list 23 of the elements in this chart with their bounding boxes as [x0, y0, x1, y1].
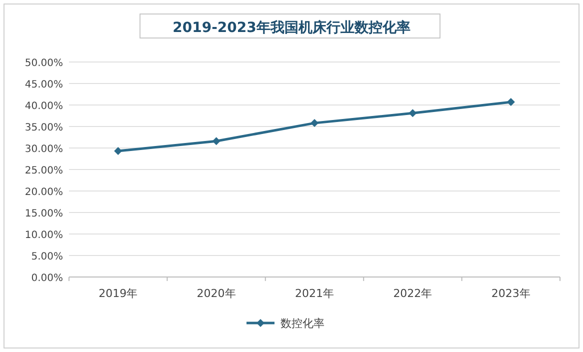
y-tick-label: 45.00% — [24, 80, 63, 90]
point — [310, 119, 318, 128]
x-tick-label: 2019年 — [98, 287, 138, 300]
y-tick-label: 25.00% — [24, 166, 63, 176]
y-tick-label: 40.00% — [24, 101, 63, 112]
point — [212, 137, 220, 146]
y-tick-label: 10.00% — [24, 230, 63, 241]
x-tick-label: 2023年 — [491, 287, 530, 300]
y-tick-label: 35.00% — [24, 122, 63, 134]
y-tick-label: 50.00% — [24, 58, 63, 69]
y-tick-label: 30.00% — [24, 144, 63, 155]
y-tick-label: 5.00% — [31, 252, 63, 262]
y-tick-label: 15.00% — [24, 208, 63, 220]
point — [506, 98, 515, 106]
chart-title: 2019-2023年我国机床行业数控化率 — [172, 19, 410, 36]
legend-label: 数控化率 — [280, 317, 324, 330]
x-tick-label: 2022年 — [393, 287, 432, 300]
y-tick-label: 20.00% — [24, 187, 63, 198]
y-tick-label: 0.00% — [31, 273, 63, 284]
x-tick-label: 2020年 — [196, 287, 236, 300]
point — [408, 109, 417, 118]
point — [114, 147, 122, 156]
x-tick-label: 2021年 — [295, 287, 334, 300]
